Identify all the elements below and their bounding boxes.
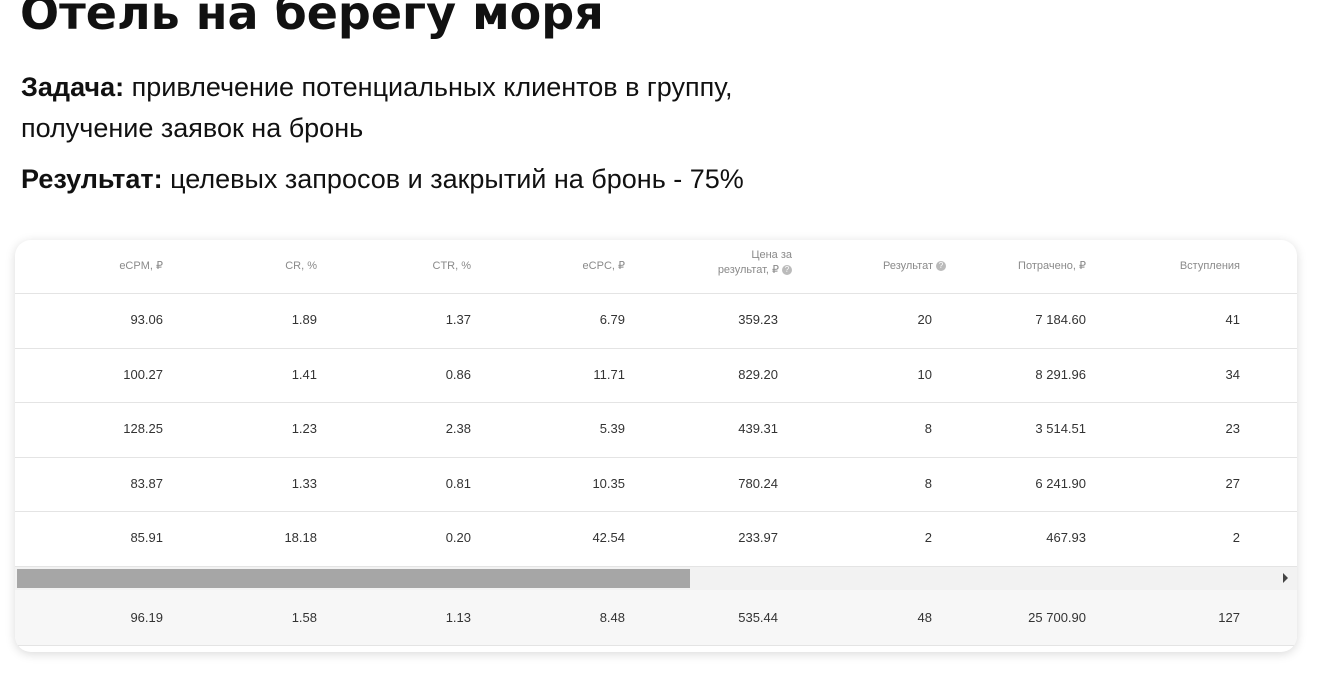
table-cell: 34 xyxy=(1225,366,1240,382)
task-line: Задача: привлечение потенциальных клиент… xyxy=(21,72,733,103)
row-divider xyxy=(15,566,1297,567)
table-cell: 829.20 xyxy=(738,366,778,382)
table-cell: 2 xyxy=(1232,530,1240,546)
total-cell: 25 700.90 xyxy=(1028,610,1086,625)
table-cell: 93.06 xyxy=(130,312,163,327)
table-cell: 85.91 xyxy=(130,530,163,546)
total-cell: 48 xyxy=(917,610,932,625)
row-divider xyxy=(15,402,1297,404)
scroll-arrow[interactable] xyxy=(1283,573,1288,583)
task-line: получение заявок на бронь xyxy=(21,113,363,144)
table-cell: 1.23 xyxy=(291,421,317,437)
help-icon[interactable]: ? xyxy=(936,261,946,272)
table-cell: 0.86 xyxy=(445,366,471,382)
table-cell: 7 184.60 xyxy=(1035,312,1086,327)
total-cell: 1.58 xyxy=(291,610,317,625)
table-cell: 780.24 xyxy=(738,475,778,491)
table-cell: 100.27 xyxy=(123,366,163,382)
column-header: eCPC, ₽ xyxy=(582,260,625,272)
table-cell: 439.31 xyxy=(738,421,778,437)
total-cell: 96.19 xyxy=(130,610,163,625)
column-header: eCPM, ₽ xyxy=(119,260,163,272)
row-divider xyxy=(15,293,1297,294)
total-cell: 8.48 xyxy=(599,610,625,625)
row-divider xyxy=(15,511,1297,513)
total-cell: 1.13 xyxy=(445,610,471,625)
task-text: получение заявок на бронь xyxy=(21,113,364,143)
stats-table: eCPM, ₽ CR, % CTR, % eCPC, ₽ Цена за результ… xyxy=(15,240,1297,652)
table-cell: 8 291.96 xyxy=(1035,366,1086,382)
table-cell: 27 xyxy=(1225,475,1240,491)
table-cell: 20 xyxy=(917,312,932,327)
column-header: Цена за результат, ₽? xyxy=(717,249,792,276)
column-header: Вступления xyxy=(1179,260,1240,272)
column-header: CTR, % xyxy=(432,260,472,272)
task-label: Задача: xyxy=(21,72,125,102)
total-cell: 535.44 xyxy=(738,610,778,625)
table-cell: 0.81 xyxy=(445,475,471,491)
table-cell: 359.23 xyxy=(738,312,778,327)
table-cell: 8 xyxy=(924,475,932,491)
table-cell: 23 xyxy=(1225,421,1240,437)
row-divider xyxy=(15,347,1297,349)
table-cell: 1.33 xyxy=(291,475,317,491)
row-divider xyxy=(15,645,1297,646)
table-cell: 1.41 xyxy=(291,366,317,382)
table-cell: 10 xyxy=(917,366,932,382)
row-divider xyxy=(15,456,1297,458)
task-text: привлечение потенциальных клиентов в гру… xyxy=(131,72,733,102)
table-cell: 1.37 xyxy=(445,312,471,327)
table-cell: 467.93 xyxy=(1046,530,1086,546)
table-cell: 6 241.90 xyxy=(1035,475,1086,491)
help-icon[interactable]: ? xyxy=(782,265,792,276)
result-label: Результат: xyxy=(21,164,163,194)
table-cell: 128.25 xyxy=(123,421,163,437)
table-cell: 5.39 xyxy=(599,421,625,437)
table-cell: 2.38 xyxy=(445,421,471,437)
table-cell: 83.87 xyxy=(130,475,163,491)
column-header: CR, % xyxy=(285,260,317,272)
table-cell: 10.35 xyxy=(592,475,625,491)
table-cell: 11.71 xyxy=(593,366,625,382)
table-cell: 3 514.51 xyxy=(1035,421,1086,437)
table-cell: 8 xyxy=(924,421,932,437)
table-cell: 6.79 xyxy=(599,312,625,327)
table-cell: 0.20 xyxy=(445,530,471,546)
total-row-bg xyxy=(15,590,1297,645)
scrollbar-thumb[interactable] xyxy=(17,569,690,588)
table-cell: 233.97 xyxy=(738,530,778,546)
table-cell: 2 xyxy=(924,530,932,546)
result-line: Результат: целевых запросов и закрытий н… xyxy=(21,164,744,195)
table-cell: 41 xyxy=(1225,312,1240,327)
table-cell: 42.54 xyxy=(592,530,625,546)
table-cell: 1.89 xyxy=(291,312,317,327)
total-cell: 127 xyxy=(1218,610,1240,625)
column-header: Потрачено, ₽ xyxy=(1018,260,1086,272)
column-header: Результат? xyxy=(826,259,946,274)
table-cell: 18.18 xyxy=(284,530,317,546)
title: Отель на берегу моря xyxy=(20,0,604,40)
result-text: целевых запросов и закрытий на бронь - 7… xyxy=(170,164,744,194)
